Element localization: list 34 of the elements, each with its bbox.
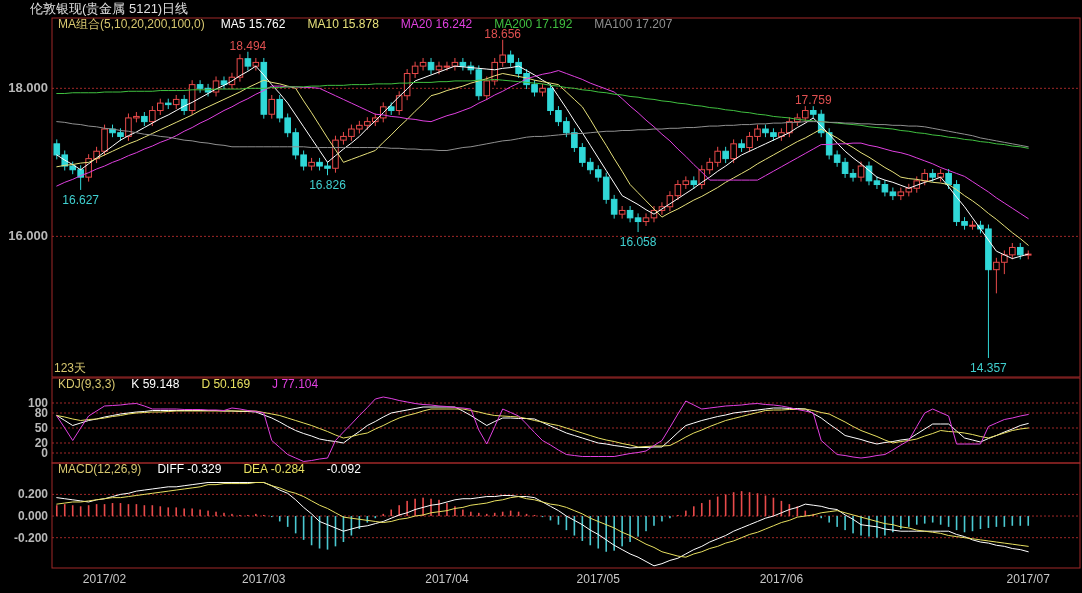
annotation: 16.627 [62, 192, 100, 207]
x-tick-label: 2017/04 [425, 572, 469, 586]
y-tick-label: 0.200 [17, 487, 49, 502]
text: MA5 15.762 [220, 17, 286, 31]
annotation: 123天 [54, 361, 87, 375]
x-tick-label: 2017/02 [82, 572, 127, 586]
text: MA200 17.192 [494, 17, 573, 31]
y-tick-label: 16.000 [8, 228, 48, 244]
series-label: D 50.169 [201, 377, 251, 391]
series-label: K 59.148 [131, 377, 180, 391]
x-tick-label: 2017/07 [1006, 572, 1051, 586]
chart-title: 伦敦银现(贵金属 5121)日线 [30, 1, 189, 16]
text: MA10 15.878 [307, 17, 380, 31]
legend-title: KDJ(9,3,3) [58, 377, 116, 391]
y-tick-label: 0.000 [17, 509, 49, 524]
y-tick-label: -0.200 [13, 530, 49, 545]
annotation: 18.494 [229, 38, 267, 53]
text: MA20 16.242 [400, 17, 473, 31]
y-tick-label: 18.000 [8, 80, 48, 96]
legend-title: MA组合(5,10,20,200,100,0) [58, 17, 205, 31]
annotation: 16.826 [309, 178, 347, 193]
annotation: -0.092 [326, 462, 362, 476]
x-tick-label: 2017/06 [759, 572, 804, 586]
series-label: J 77.104 [272, 377, 319, 391]
series-label: DEA -0.284 [243, 462, 306, 476]
series-label: DIFF -0.329 [157, 462, 222, 476]
y-tick-label: 50 [34, 421, 49, 435]
x-tick-label: 2017/03 [242, 572, 286, 586]
legend-title: MACD(12,26,9) [58, 462, 142, 476]
text: MA100 17.207 [594, 17, 673, 31]
annotation: 16.058 [619, 235, 657, 250]
annotation: 14.357 [970, 360, 1008, 375]
x-tick-label: 2017/05 [576, 572, 621, 586]
annotation: 17.759 [794, 93, 832, 108]
